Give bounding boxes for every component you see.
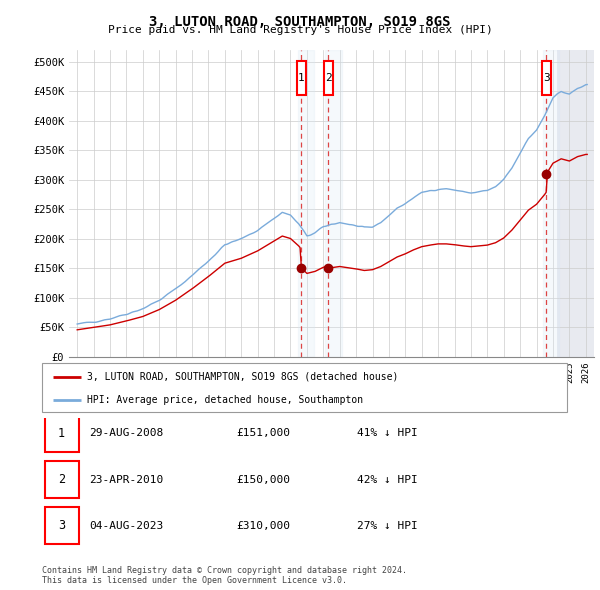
Text: 41% ↓ HPI: 41% ↓ HPI [357, 428, 418, 438]
Text: 27% ↓ HPI: 27% ↓ HPI [357, 521, 418, 531]
Text: 2: 2 [58, 473, 65, 486]
Text: 3, LUTON ROAD, SOUTHAMPTON, SO19 8GS (detached house): 3, LUTON ROAD, SOUTHAMPTON, SO19 8GS (de… [86, 372, 398, 382]
Bar [324, 61, 333, 94]
Bar [543, 50, 559, 357]
Text: £150,000: £150,000 [236, 474, 290, 484]
Text: HPI: Average price, detached house, Southampton: HPI: Average price, detached house, Sout… [86, 395, 363, 405]
Text: 04-AUG-2023: 04-AUG-2023 [89, 521, 163, 531]
Text: £310,000: £310,000 [236, 521, 290, 531]
Bar [298, 50, 314, 357]
Bar [542, 61, 551, 94]
Text: Contains HM Land Registry data © Crown copyright and database right 2024.
This d: Contains HM Land Registry data © Crown c… [42, 566, 407, 585]
Bar [325, 50, 341, 357]
Text: 2: 2 [325, 73, 332, 83]
Text: 1: 1 [298, 73, 305, 83]
Text: 42% ↓ HPI: 42% ↓ HPI [357, 474, 418, 484]
Bar [297, 61, 306, 94]
Bar [557, 50, 594, 357]
Text: 29-AUG-2008: 29-AUG-2008 [89, 428, 163, 438]
Bar [557, 50, 594, 357]
Text: Price paid vs. HM Land Registry's House Price Index (HPI): Price paid vs. HM Land Registry's House … [107, 25, 493, 35]
Text: 3, LUTON ROAD, SOUTHAMPTON, SO19 8GS: 3, LUTON ROAD, SOUTHAMPTON, SO19 8GS [149, 15, 451, 29]
Bar [44, 507, 79, 545]
Bar [44, 415, 79, 452]
Text: 3: 3 [58, 519, 65, 532]
Text: 3: 3 [543, 73, 550, 83]
Bar [44, 461, 79, 498]
Text: 1: 1 [58, 427, 65, 440]
Text: 23-APR-2010: 23-APR-2010 [89, 474, 163, 484]
Text: £151,000: £151,000 [236, 428, 290, 438]
